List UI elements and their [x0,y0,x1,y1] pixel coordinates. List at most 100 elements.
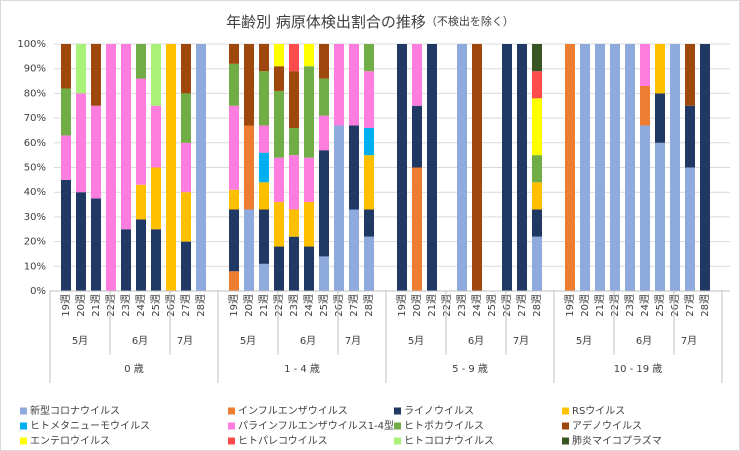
month-label: 6月 [636,335,652,347]
x-tick-label: 23週 [120,294,132,317]
bar-segment [61,179,71,291]
x-tick-label: 28週 [195,294,207,317]
legend-swatch [228,407,235,415]
bar-segment [457,44,467,291]
bar-segment [610,44,620,291]
month-label: 6月 [468,335,484,347]
legend-label: ライノウイルス [404,405,474,417]
x-tick-label: 25週 [654,294,666,317]
bar-segment [136,219,146,291]
x-tick-label: 22週 [441,294,453,317]
bar-segment [136,78,146,185]
month-label: 6月 [300,335,316,347]
legend-label: ヒトボカウイルス [404,420,484,432]
month-label: 7月 [513,335,529,347]
bar-segment [472,44,482,291]
bar-segment [532,209,542,237]
x-tick-label: 23週 [288,294,300,317]
bar-segment [274,246,284,291]
legend-swatch [228,422,235,430]
bar-segment [259,152,269,183]
x-tick-label: 19週 [396,294,408,317]
x-tick-label: 20週 [243,294,255,317]
legend-swatch [20,437,27,445]
bar-segment [640,125,650,291]
bar-segment [625,44,635,291]
legend-swatch [20,422,27,430]
bar-segment [364,71,374,128]
bar-segment [76,44,86,94]
bar-segment [289,71,299,128]
x-tick-label: 23週 [456,294,468,317]
y-tick-label: 90% [24,64,46,75]
bar-segment [274,66,284,91]
bar-segment [289,44,299,72]
legend-label: 肺炎マイコプラズマ [572,434,662,447]
bar-segment [259,44,269,72]
x-tick-label: 24週 [639,294,651,317]
x-tick-label: 21週 [594,294,606,317]
bar-segment [76,192,86,291]
month-label: 5月 [408,335,424,347]
bar-segment [76,93,86,193]
bar-segment [106,44,116,291]
bar-segment [565,44,575,291]
bar-segment [640,44,650,86]
x-tick-label: 24週 [471,294,483,317]
x-tick-label: 21週 [426,294,438,317]
x-tick-label: 19週 [60,294,72,317]
bar-segment [685,44,695,106]
x-tick-label: 27週 [180,294,192,317]
bar-segment [181,192,191,242]
bar-segment [397,44,407,291]
x-tick-label: 21週 [90,294,102,317]
x-tick-label: 27週 [348,294,360,317]
bar-segment [181,142,191,193]
bar-segment [274,157,284,203]
legend-swatch [562,437,569,445]
bar-segment [121,44,131,230]
bar-segment [121,229,131,291]
bar-segment [289,155,299,210]
x-tick-label: 22週 [273,294,285,317]
legend-label: ヒトメタニューモウイルス [30,420,150,432]
bar-segment [640,85,650,126]
x-tick-label: 21週 [258,294,270,317]
legend-swatch [562,407,569,415]
bar-segment [61,135,71,180]
bar-segment [319,78,329,116]
bar-segment [274,90,284,158]
bar-segment [229,271,239,291]
bar-segment [229,63,239,106]
bar-segment [289,209,299,237]
bar-segment [181,241,191,291]
bar-segment [685,105,695,168]
bar-segment [427,44,437,291]
x-tick-label: 26週 [333,294,345,317]
x-tick-label: 28週 [699,294,711,317]
bar-segment [229,105,239,190]
legend-swatch [228,437,235,445]
bar-segment [259,182,269,210]
bar-segment [151,229,161,291]
bar-segment [334,125,344,291]
y-tick-label: 60% [24,138,46,149]
legend-label: RSウイルス [572,405,625,417]
legend-swatch [394,422,401,430]
bar-segment [91,198,101,291]
bar-segment [259,71,269,126]
legend-swatch [394,437,401,445]
bar-segment [532,182,542,210]
x-tick-label: 19週 [228,294,240,317]
group-label: 10 - 19 歳 [614,363,663,375]
bar-segment [349,44,359,126]
bar-segment [304,157,314,203]
bar-segment [274,202,284,247]
bar-segment [229,44,239,64]
x-tick-label: 27週 [684,294,696,317]
y-tick-label: 30% [24,212,46,223]
x-tick-label: 24週 [135,294,147,317]
bar-segment [244,125,254,210]
bar-segment [532,44,542,72]
month-label: 5月 [576,335,592,347]
